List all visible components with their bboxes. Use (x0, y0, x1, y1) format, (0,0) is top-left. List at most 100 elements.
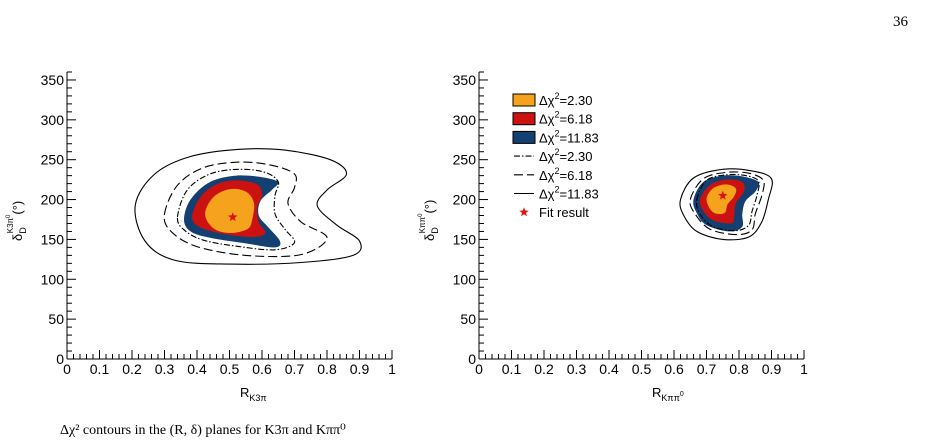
legend-label-prefix: Δχ (539, 93, 555, 108)
legend-label-text: Fit result (539, 205, 589, 220)
x-tick-label: 0.2 (534, 361, 554, 377)
y-axis-title-main: δ (422, 234, 437, 241)
line-contour-dash (163, 161, 328, 258)
x-axis-title: RKππ0 (652, 385, 684, 403)
filled-contour-2-30 (706, 184, 737, 215)
y-axis-title: δDKππ0(°) (418, 200, 440, 241)
legend-label: Δχ2=2.30 (539, 147, 592, 164)
y-tick-label: 250 (41, 152, 65, 168)
y-tick-label: 100 (41, 271, 65, 287)
y-tick-label: 350 (41, 72, 65, 88)
x-tick-label: 0.7 (697, 361, 717, 377)
footer-caption: Δχ² contours in the (R, δ) planes for K3… (60, 423, 346, 438)
y-tick-label: 0 (468, 351, 476, 367)
y-tick-label: 50 (460, 311, 476, 327)
y-tick-label: 100 (453, 271, 477, 287)
legend-label-sup: 2 (555, 110, 560, 120)
x-tick-label: 0.1 (90, 361, 110, 377)
y-tick-label: 250 (453, 152, 477, 168)
legend-label-prefix: Δχ (539, 149, 555, 164)
x-tick-label: 1 (800, 361, 808, 377)
x-tick-label: 0.9 (762, 361, 782, 377)
legend-label: Δχ2=6.18 (539, 166, 592, 183)
line-contour-dashdot (695, 173, 760, 232)
y-axis-title-sub: D (430, 227, 440, 234)
y-tick-label: 350 (453, 72, 477, 88)
legend-label-sup: 2 (555, 166, 560, 176)
line-contour-dashdot (176, 168, 296, 251)
chart-panel-1: 0 0.1 0.2 0.3 0.4 0.5 0.6 0.7 0.8 0.9 1 0 50 100 150 20… (6, 71, 396, 403)
x-axis-title-sub: Kππ (661, 393, 679, 403)
legend-label-sup: 2 (555, 185, 560, 195)
y-axis-title-unit: (°) (10, 201, 25, 215)
legend-label-suffix: =6.18 (560, 112, 593, 127)
legend-entry: Δχ2=11.83 (514, 185, 599, 202)
legend-label-sup: 2 (555, 147, 560, 157)
legend-label-suffix: =6.18 (560, 168, 593, 183)
page-number: 36 (893, 14, 908, 30)
fit-result-star (718, 190, 728, 200)
legend-label-prefix: Δχ (539, 187, 555, 202)
x-tick-label: 0 (63, 361, 71, 377)
y-axis-title: δDK3π0(°) (6, 201, 28, 241)
x-tick-label: 0.8 (729, 361, 749, 377)
chart-legend: Δχ2=2.30Δχ2=6.18Δχ2=11.83Δχ2=2.30Δχ2=6.1… (512, 91, 599, 220)
y-tick-label: 300 (453, 112, 477, 128)
y-tick-label: 50 (48, 311, 64, 327)
legend-swatch (512, 112, 536, 126)
line-contour-solid (679, 168, 773, 241)
x-axis-title-sub-sup: 0 (680, 391, 684, 398)
x-tick-label: 1 (388, 361, 396, 377)
legend-swatch (512, 130, 536, 144)
legend-star (519, 207, 529, 217)
legend-label: Δχ2=6.18 (539, 110, 592, 127)
x-tick-label: 0.4 (187, 361, 207, 377)
legend-entry: Fit result (519, 205, 589, 220)
legend-label-sup: 2 (555, 128, 560, 138)
legend-label-suffix: =2.30 (560, 149, 593, 164)
y-tick-label: 200 (41, 192, 65, 208)
legend-label-suffix: =2.30 (560, 93, 593, 108)
legend-label: Fit result (539, 205, 589, 220)
x-tick-label: 0.7 (285, 361, 305, 377)
chart-panel-2: 0 0.1 0.2 0.3 0.4 0.5 0.6 0.7 0.8 0.9 105010015020… (418, 71, 808, 403)
x-tick-label: 0.3 (567, 361, 587, 377)
y-axis-title-sup2: 0 (6, 214, 12, 218)
y-axis-title-unit: (°) (422, 200, 437, 214)
legend-entry: Δχ2=6.18 (512, 110, 592, 127)
x-tick-label: 0.5 (220, 361, 240, 377)
legend-label-prefix: Δχ (539, 130, 555, 145)
legend-label-suffix: =11.83 (560, 187, 599, 202)
legend-label: Δχ2=2.30 (539, 91, 592, 108)
x-tick-label: 0 (475, 361, 483, 377)
y-axis-title-sup: Kππ (418, 216, 427, 233)
legend-entry: Δχ2=2.30 (514, 147, 592, 164)
y-axis-title-sup: K3π (6, 217, 15, 233)
x-tick-label: 0.3 (155, 361, 175, 377)
y-axis-title-main: δ (10, 234, 25, 241)
x-axis-title-sub: K3π (249, 393, 266, 403)
y-axis-title-sup2: 0 (418, 213, 424, 217)
legend-label: Δχ2=11.83 (539, 128, 599, 145)
y-tick-label: 0 (56, 351, 64, 367)
x-tick-label: 0.9 (350, 361, 370, 377)
y-tick-label: 150 (453, 231, 477, 247)
legend-swatch (512, 93, 536, 107)
x-tick-label: 0.6 (252, 361, 272, 377)
y-tick-label: 150 (41, 231, 65, 247)
fit-result-star (228, 212, 238, 222)
x-axis-title: RK3π (240, 385, 267, 403)
figure: 0 0.1 0.2 0.3 0.4 0.5 0.6 0.7 0.8 0.9 105010015020… (6, 71, 808, 403)
x-axis-title-main: R (652, 385, 661, 400)
y-axis-title-sub: D (18, 227, 28, 234)
y-tick-label: 300 (41, 112, 65, 128)
legend-entry: Δχ2=6.18 (514, 166, 592, 183)
legend-entry: Δχ2=2.30 (512, 91, 592, 108)
legend-label: Δχ2=11.83 (539, 185, 599, 202)
x-tick-label: 0.5 (632, 361, 652, 377)
line-contour-dash (689, 171, 765, 236)
line-contour-solid (134, 148, 362, 265)
x-tick-label: 0.8 (317, 361, 337, 377)
legend-label-prefix: Δχ (539, 112, 555, 127)
legend-label-suffix: =11.83 (560, 130, 599, 145)
